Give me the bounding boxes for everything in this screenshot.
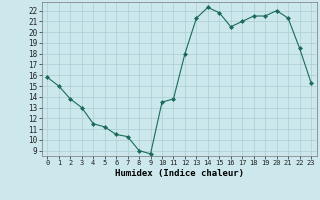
X-axis label: Humidex (Indice chaleur): Humidex (Indice chaleur) xyxy=(115,169,244,178)
